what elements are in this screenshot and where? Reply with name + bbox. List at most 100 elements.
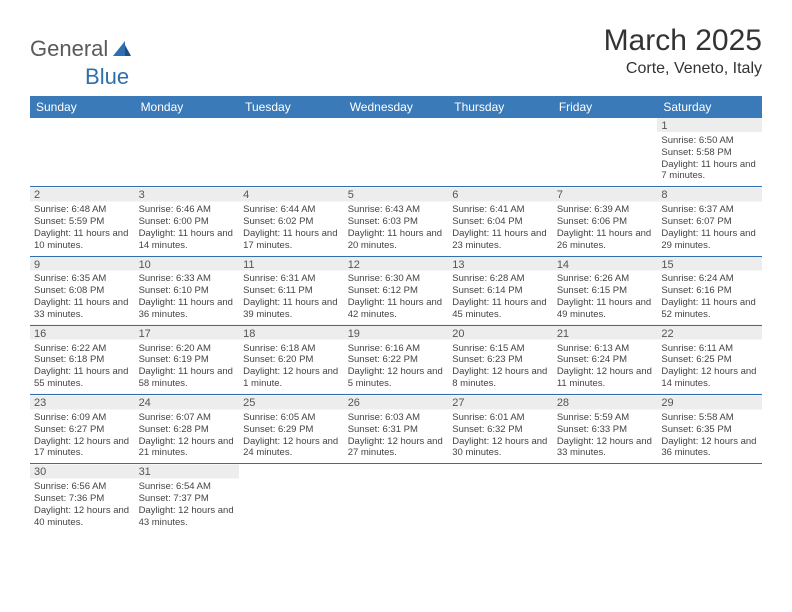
sunset-text: Sunset: 6:18 PM [34,354,104,365]
calendar-week-row: 9Sunrise: 6:35 AMSunset: 6:08 PMDaylight… [30,256,762,325]
sunrise-text: Sunrise: 6:46 AM [139,204,211,215]
calendar-week-row: 2Sunrise: 6:48 AMSunset: 5:59 PMDaylight… [30,187,762,256]
weekday-header: Sunday [30,96,135,118]
sunset-text: Sunset: 6:27 PM [34,424,104,435]
calendar-empty-cell [448,118,553,187]
daylight-text: Daylight: 11 hours and 10 minutes. [34,228,128,251]
calendar-day-cell: 13Sunrise: 6:28 AMSunset: 6:14 PMDayligh… [448,256,553,325]
sunset-text: Sunset: 6:11 PM [243,285,313,296]
daylight-text: Daylight: 11 hours and 23 minutes. [452,228,546,251]
calendar-week-row: 1Sunrise: 6:50 AMSunset: 5:58 PMDaylight… [30,118,762,187]
sunrise-text: Sunrise: 6:20 AM [139,343,211,354]
daylight-text: Daylight: 12 hours and 5 minutes. [348,366,443,389]
daylight-text: Daylight: 12 hours and 1 minute. [243,366,338,389]
day-number: 5 [348,189,445,203]
calendar-day-cell: 11Sunrise: 6:31 AMSunset: 6:11 PMDayligh… [239,256,344,325]
sunset-text: Sunset: 7:36 PM [34,493,104,504]
day-number: 11 [243,259,340,273]
day-number: 27 [452,397,549,411]
daylight-text: Daylight: 12 hours and 24 minutes. [243,436,338,459]
day-number: 3 [139,189,236,203]
sunrise-text: Sunrise: 6:15 AM [452,343,524,354]
calendar-day-cell: 10Sunrise: 6:33 AMSunset: 6:10 PMDayligh… [135,256,240,325]
calendar-day-cell: 24Sunrise: 6:07 AMSunset: 6:28 PMDayligh… [135,395,240,464]
calendar-empty-cell [448,464,553,533]
calendar-day-cell: 6Sunrise: 6:41 AMSunset: 6:04 PMDaylight… [448,187,553,256]
calendar-day-cell: 15Sunrise: 6:24 AMSunset: 6:16 PMDayligh… [657,256,762,325]
day-number: 8 [661,189,758,203]
sunset-text: Sunset: 5:58 PM [661,147,731,158]
day-number: 12 [348,259,445,273]
daylight-text: Daylight: 12 hours and 14 minutes. [661,366,756,389]
sunrise-text: Sunrise: 6:22 AM [34,343,106,354]
sunset-text: Sunset: 6:22 PM [348,354,418,365]
sunrise-text: Sunrise: 6:54 AM [139,481,211,492]
calendar-week-row: 30Sunrise: 6:56 AMSunset: 7:36 PMDayligh… [30,464,762,533]
sunrise-text: Sunrise: 6:13 AM [557,343,629,354]
day-number: 9 [34,259,131,273]
sunset-text: Sunset: 6:10 PM [139,285,209,296]
weekday-header: Wednesday [344,96,449,118]
daylight-text: Daylight: 12 hours and 40 minutes. [34,505,129,528]
calendar-table: Sunday Monday Tuesday Wednesday Thursday… [30,96,762,533]
sunrise-text: Sunrise: 6:16 AM [348,343,420,354]
daylight-text: Daylight: 11 hours and 20 minutes. [348,228,442,251]
weekday-header: Saturday [657,96,762,118]
sunset-text: Sunset: 6:16 PM [661,285,731,296]
sunrise-text: Sunrise: 6:50 AM [661,135,733,146]
day-number: 13 [452,259,549,273]
daylight-text: Daylight: 11 hours and 55 minutes. [34,366,128,389]
day-number: 18 [243,328,340,342]
month-title: March 2025 [604,24,762,58]
sunset-text: Sunset: 6:32 PM [452,424,522,435]
sunrise-text: Sunrise: 5:59 AM [557,412,629,423]
logo-sail-icon [111,39,133,59]
calendar-day-cell: 1Sunrise: 6:50 AMSunset: 5:58 PMDaylight… [657,118,762,187]
calendar-day-cell: 26Sunrise: 6:03 AMSunset: 6:31 PMDayligh… [344,395,449,464]
sunrise-text: Sunrise: 6:48 AM [34,204,106,215]
sunrise-text: Sunrise: 5:58 AM [661,412,733,423]
sunset-text: Sunset: 6:29 PM [243,424,313,435]
daylight-text: Daylight: 11 hours and 36 minutes. [139,297,233,320]
calendar-empty-cell [344,464,449,533]
day-number: 21 [557,328,654,342]
sunset-text: Sunset: 6:23 PM [452,354,522,365]
day-number: 14 [557,259,654,273]
sunrise-text: Sunrise: 6:37 AM [661,204,733,215]
calendar-empty-cell [344,118,449,187]
calendar-day-cell: 7Sunrise: 6:39 AMSunset: 6:06 PMDaylight… [553,187,658,256]
day-number: 17 [139,328,236,342]
sunrise-text: Sunrise: 6:56 AM [34,481,106,492]
day-number: 20 [452,328,549,342]
sunrise-text: Sunrise: 6:39 AM [557,204,629,215]
weekday-header: Friday [553,96,658,118]
sunrise-text: Sunrise: 6:07 AM [139,412,211,423]
daylight-text: Daylight: 11 hours and 17 minutes. [243,228,337,251]
daylight-text: Daylight: 11 hours and 42 minutes. [348,297,442,320]
calendar-empty-cell [239,464,344,533]
calendar-day-cell: 9Sunrise: 6:35 AMSunset: 6:08 PMDaylight… [30,256,135,325]
calendar-day-cell: 2Sunrise: 6:48 AMSunset: 5:59 PMDaylight… [30,187,135,256]
calendar-day-cell: 31Sunrise: 6:54 AMSunset: 7:37 PMDayligh… [135,464,240,533]
calendar-empty-cell [553,118,658,187]
daylight-text: Daylight: 12 hours and 27 minutes. [348,436,443,459]
sunrise-text: Sunrise: 6:30 AM [348,273,420,284]
calendar-empty-cell [135,118,240,187]
sunset-text: Sunset: 6:19 PM [139,354,209,365]
day-number: 6 [452,189,549,203]
calendar-day-cell: 27Sunrise: 6:01 AMSunset: 6:32 PMDayligh… [448,395,553,464]
weekday-header: Thursday [448,96,553,118]
calendar-day-cell: 17Sunrise: 6:20 AMSunset: 6:19 PMDayligh… [135,325,240,394]
sunset-text: Sunset: 6:24 PM [557,354,627,365]
day-number: 25 [243,397,340,411]
daylight-text: Daylight: 12 hours and 17 minutes. [34,436,129,459]
calendar-day-cell: 8Sunrise: 6:37 AMSunset: 6:07 PMDaylight… [657,187,762,256]
day-number: 15 [661,259,758,273]
calendar-day-cell: 3Sunrise: 6:46 AMSunset: 6:00 PMDaylight… [135,187,240,256]
day-number: 4 [243,189,340,203]
day-number: 7 [557,189,654,203]
day-number: 2 [34,189,131,203]
daylight-text: Daylight: 11 hours and 52 minutes. [661,297,755,320]
weekday-header: Tuesday [239,96,344,118]
sunset-text: Sunset: 6:20 PM [243,354,313,365]
